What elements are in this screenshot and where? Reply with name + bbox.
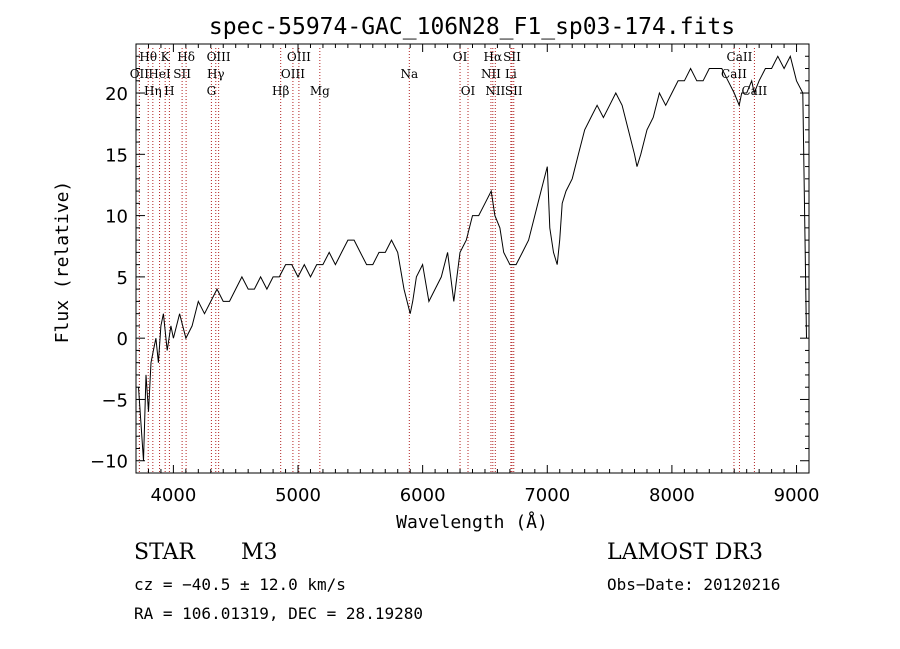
plot-frame xyxy=(135,43,810,474)
y-tick-label: −5 xyxy=(101,390,128,411)
x-tick-label: 9000 xyxy=(774,485,820,506)
x-tick-label: 8000 xyxy=(649,485,695,506)
chart-title: spec-55974-GAC_106N28_F1_sp03-174.fits xyxy=(209,14,735,40)
spectral-line-markers xyxy=(138,48,755,473)
spectral-line-label: SII xyxy=(505,84,523,98)
spectral-line-label: K xyxy=(161,50,171,64)
y-tick-label: 15 xyxy=(105,145,128,166)
y-tick-label: 5 xyxy=(117,268,128,289)
spectral-line-label: OI xyxy=(461,84,476,98)
spectral-line-label: OI xyxy=(453,50,468,64)
spectral-line-label: Hθ xyxy=(139,50,157,64)
spectral-line-label: OII xyxy=(130,67,150,81)
spectral-line-label: CaII xyxy=(727,50,753,64)
x-tick-label: 7000 xyxy=(524,485,570,506)
survey-name: LAMOST DR3 xyxy=(607,540,763,565)
sky-coordinates: RA = 106.01319, DEC = 28.19280 xyxy=(134,604,423,623)
flux-series-line xyxy=(138,54,807,461)
spectral-line-label: CaII xyxy=(721,67,747,81)
x-tick-label: 6000 xyxy=(400,485,446,506)
object-type: STAR xyxy=(134,540,195,565)
spectral-line-label: SII xyxy=(503,50,521,64)
y-tick-label: 20 xyxy=(105,84,128,105)
y-tick-label: −10 xyxy=(90,452,128,473)
object-subclass: M3 xyxy=(241,540,278,565)
spectral-line-label: NII xyxy=(485,84,505,98)
x-tick-label: 4000 xyxy=(150,485,196,506)
spectral-line-label: Li xyxy=(505,67,517,81)
spectral-line-label: OIII xyxy=(287,50,311,64)
spectral-line-label: OIII xyxy=(281,67,305,81)
spectral-line-label: Na xyxy=(400,67,418,81)
spectral-line-labels: Hθ OII Hη K HeI H Hδ SII OIII Hγ G OIII OIII Hβ Mg Na OI… xyxy=(130,50,768,98)
redshift-cz: cz = −40.5 ± 12.0 km/s xyxy=(134,575,346,594)
spectral-line-label: NII xyxy=(481,67,501,81)
axis-ticks: 4000 5000 6000 7000 8000 9000 −10 −5 0 5 10 15 20 xyxy=(90,43,820,506)
spectral-line-label: Hδ xyxy=(177,50,195,64)
spectral-line-label: Mg xyxy=(310,84,330,98)
spectral-line-label: Hη xyxy=(144,84,162,98)
x-tick-label: 5000 xyxy=(275,485,321,506)
y-tick-label: 0 xyxy=(117,329,128,350)
y-tick-label: 10 xyxy=(105,207,128,228)
spectral-line-label: OIII xyxy=(207,50,231,64)
observation-date: Obs−Date: 20120216 xyxy=(607,575,781,594)
spectral-line-label: Hα xyxy=(484,50,503,64)
spectral-line-label: G xyxy=(207,84,217,98)
spectral-line-label: HeI xyxy=(148,67,171,81)
x-axis-label: Wavelength (Å) xyxy=(396,511,548,533)
spectral-line-label: H xyxy=(164,84,174,98)
spectral-line-label: SII xyxy=(173,67,191,81)
spectral-line-label: Hβ xyxy=(272,84,289,98)
y-axis-label: Flux (relative) xyxy=(52,181,73,344)
spectral-line-label: Hγ xyxy=(207,67,225,81)
